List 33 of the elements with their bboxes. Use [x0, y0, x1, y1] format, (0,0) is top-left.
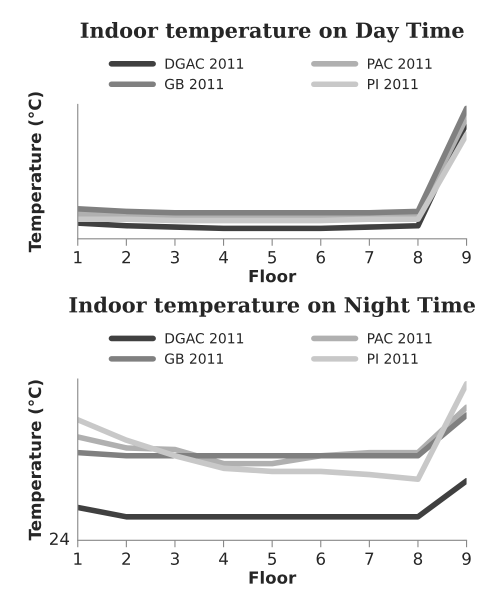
x-tick-label: 9 — [462, 250, 471, 264]
x-tick-label: 1 — [74, 552, 82, 565]
x-tick-label: 6 — [316, 552, 326, 565]
legend-label: GB 2011 — [165, 353, 224, 364]
x-tick-label: 4 — [219, 251, 228, 264]
x-tick-label: 7 — [365, 251, 374, 264]
x-axis-title: Floor — [250, 571, 296, 584]
chart-title: Indoor temperature on Day Time — [80, 22, 464, 42]
x-tick-label: 9 — [462, 552, 471, 565]
chart-title: Indoor temperature on Night Time — [69, 296, 475, 318]
x-tick-label: 4 — [219, 552, 228, 565]
legend-label: PAC 2011 — [368, 58, 432, 69]
legend-label: DGAC 2011 — [166, 58, 244, 69]
x-axis-title: Floor — [250, 270, 296, 282]
legend-label: PAC 2011 — [368, 333, 432, 344]
legend-label: PI 2011 — [368, 353, 418, 364]
x-tick-label: 5 — [268, 552, 276, 565]
x-tick-label: 3 — [170, 552, 179, 565]
x-tick-label: 6 — [316, 250, 326, 264]
y-axis-title: Temperature (°C) — [28, 380, 44, 540]
x-tick-label: 8 — [414, 250, 422, 264]
x-tick-label: 2 — [122, 552, 130, 565]
y-axis-title: Temperature (°C) — [28, 92, 44, 252]
x-tick-label: 5 — [268, 251, 276, 264]
legend-label: DGAC 2011 — [166, 333, 244, 344]
legend-label: GB 2011 — [165, 78, 224, 90]
x-tick-label: 1 — [74, 251, 82, 264]
x-tick-label: 7 — [365, 552, 374, 565]
x-tick-label: 8 — [414, 552, 422, 565]
legend-label: PI 2011 — [368, 78, 418, 90]
text: 24 — [50, 532, 70, 545]
x-tick-label: 2 — [122, 250, 130, 264]
x-tick-label: 3 — [170, 250, 179, 264]
